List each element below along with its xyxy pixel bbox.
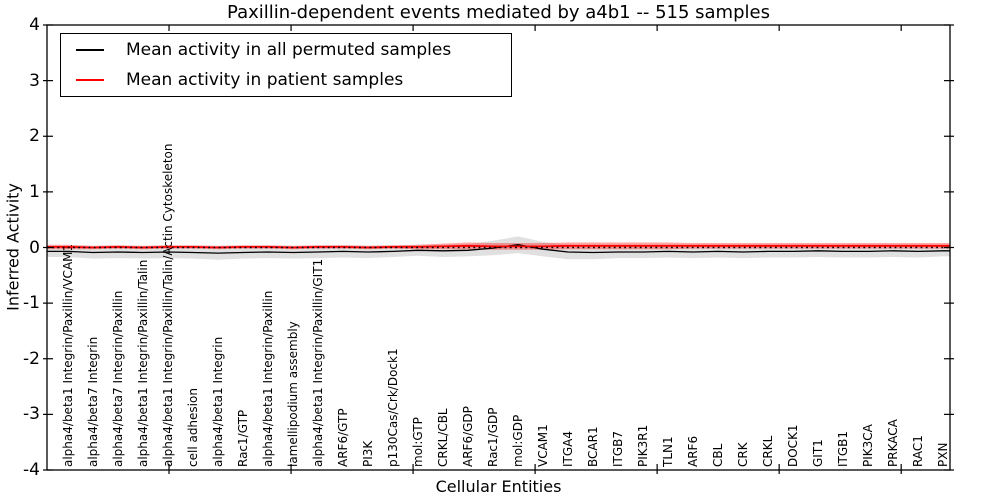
xcat-label: ITGB7 bbox=[611, 430, 625, 467]
xcat-label: DOCK1 bbox=[786, 424, 800, 467]
ytick-label: 3 bbox=[29, 70, 40, 91]
xcat-label: CBL bbox=[711, 443, 725, 467]
ytick-label: -3 bbox=[23, 404, 40, 425]
x-axis-label: Cellular Entities bbox=[435, 477, 562, 496]
patient-line-swatch bbox=[76, 79, 104, 81]
ytick-label: 4 bbox=[29, 15, 40, 35]
xcat-label: ARF6/GDP bbox=[461, 406, 475, 467]
xcat-label: PI3K bbox=[361, 440, 375, 467]
xcat-label: RAC1 bbox=[911, 435, 925, 467]
xcat-label: TLN1 bbox=[661, 436, 675, 467]
xcat-label: mol:GTP bbox=[411, 417, 425, 467]
xcat-label: alpha4/beta1 Integrin/Paxillin/VCAM1 bbox=[61, 243, 75, 467]
chart-title: Paxillin-dependent events mediated by a4… bbox=[227, 2, 770, 23]
legend-label-patient: Mean activity in patient samples bbox=[126, 70, 404, 90]
legend-label-permuted: Mean activity in all permuted samples bbox=[126, 40, 452, 60]
permuted-band bbox=[47, 236, 950, 260]
xcat-label: Rac1/GDP bbox=[486, 407, 500, 467]
ytick-label: -2 bbox=[23, 348, 40, 369]
xcat-label: VCAM1 bbox=[536, 424, 550, 467]
xcat-label: ARF6/GTP bbox=[336, 408, 350, 467]
xcat-label: mol:GDP bbox=[511, 414, 525, 467]
legend-entry-permuted: Mean activity in all permuted samples bbox=[76, 37, 511, 63]
xcat-label: cell adhesion bbox=[186, 388, 200, 467]
legend: Mean activity in all permuted samples Me… bbox=[60, 33, 512, 97]
xcat-label: ITGA4 bbox=[561, 430, 575, 467]
xcat-label: Rac1/GTP bbox=[236, 409, 250, 467]
ytick-label: -1 bbox=[23, 293, 40, 314]
xcat-label: p130Cas/Crk/Dock1 bbox=[386, 348, 400, 467]
ytick-label: 1 bbox=[29, 181, 40, 202]
xcat-label: alpha4/beta7 Integrin bbox=[86, 336, 100, 467]
xcat-label: alpha4/beta1 Integrin/Paxillin/GIT1 bbox=[311, 258, 325, 467]
xcat-label: lamellipodium assembly bbox=[286, 321, 300, 467]
legend-entry-patient: Mean activity in patient samples bbox=[76, 67, 511, 93]
xcat-label: PIK3CA bbox=[861, 424, 875, 467]
xcat-label: PRKACA bbox=[886, 419, 900, 467]
ytick-label: 2 bbox=[29, 126, 40, 147]
xcat-label: alpha4/beta1 Integrin/Paxillin/Talin bbox=[136, 259, 150, 467]
xcat-label: ARF6 bbox=[686, 435, 700, 467]
patient-line bbox=[47, 244, 950, 249]
xcat-label: PXN bbox=[936, 442, 950, 467]
patient-band bbox=[47, 242, 950, 250]
xcat-label: BCAR1 bbox=[586, 426, 600, 467]
xcat-label: alpha4/beta7 Integrin/Paxillin bbox=[111, 290, 125, 467]
xcat-label: CRKL/CBL bbox=[436, 408, 450, 467]
xcat-label: alpha4/beta1 Integrin/Paxillin/Talin/Act… bbox=[161, 143, 175, 467]
xcat-label: alpha4/beta1 Integrin bbox=[211, 336, 225, 467]
xcat-label: ITGB1 bbox=[836, 430, 850, 467]
permuted-line bbox=[47, 244, 950, 254]
xcat-label: CRK bbox=[736, 442, 750, 467]
xcat-label: GIT1 bbox=[811, 439, 825, 467]
ytick-label: -4 bbox=[23, 460, 40, 480]
ytick-label: 0 bbox=[29, 237, 40, 258]
xcat-label: alpha4/beta1 Integrin/Paxillin bbox=[261, 290, 275, 467]
xcat-label: PIK3R1 bbox=[636, 424, 650, 467]
xcat-label: CRKL bbox=[761, 435, 775, 467]
permuted-line-swatch bbox=[76, 49, 104, 51]
